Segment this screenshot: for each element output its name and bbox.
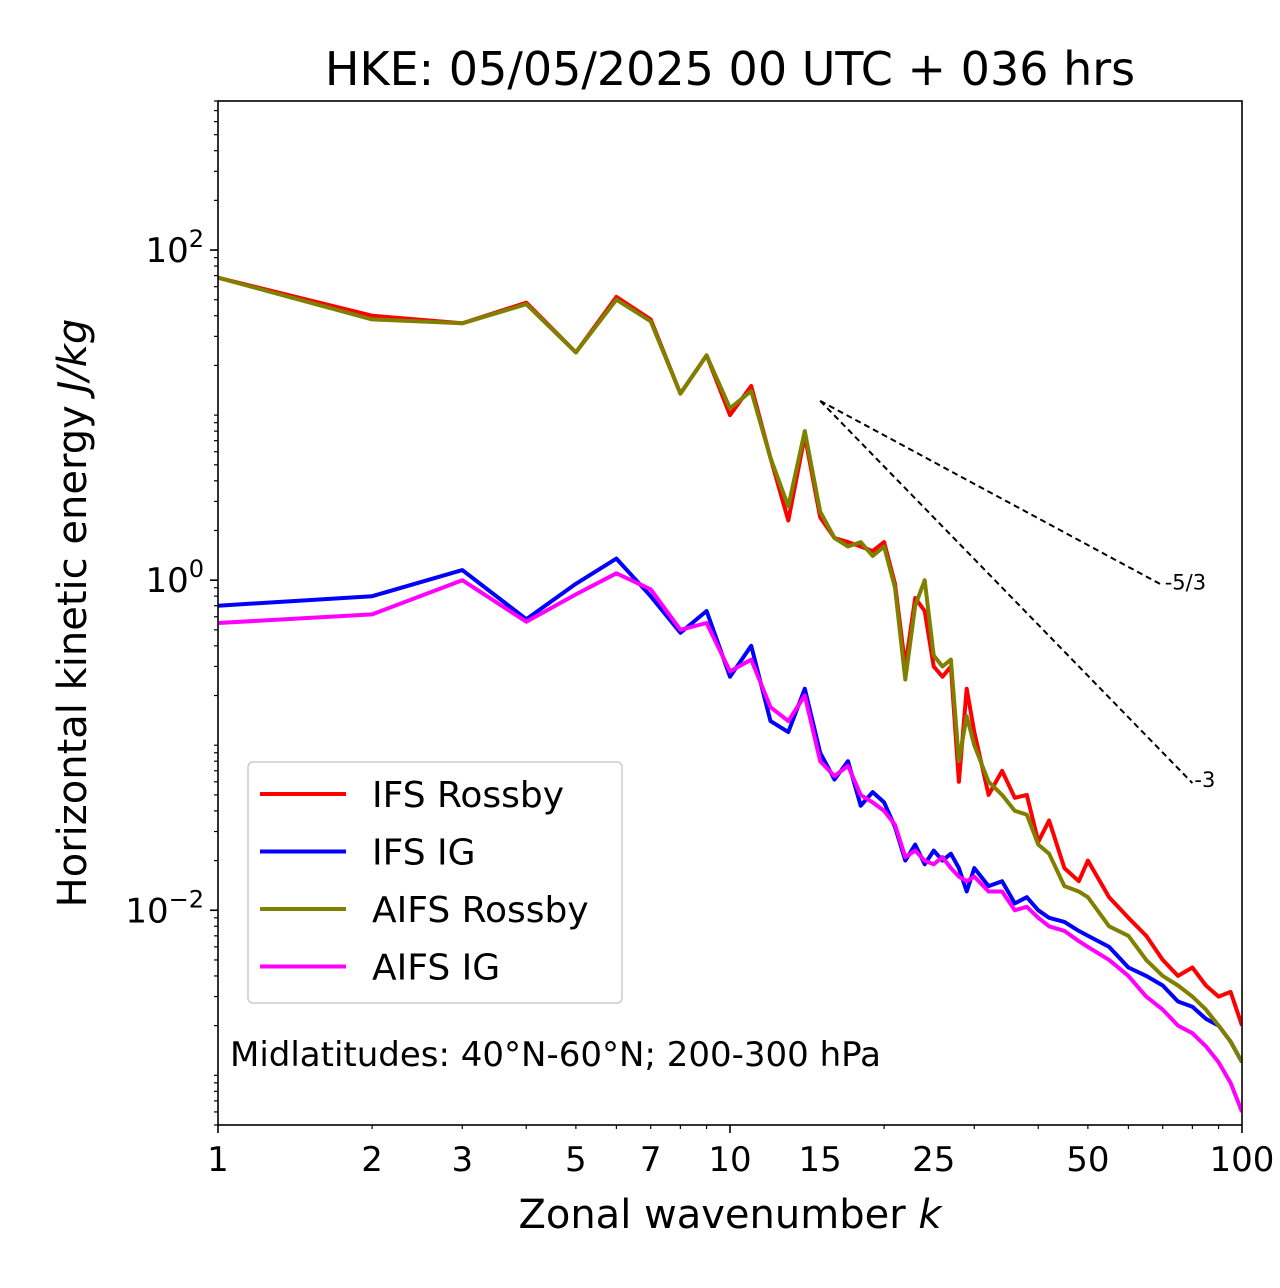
y-axis-label: Horizontal kinetic energy J/kg <box>50 319 96 908</box>
series-layer <box>218 275 1242 1113</box>
legend-items: IFS Rossby IFS IG AIFS Rossby AIFS IG <box>260 775 589 989</box>
x-tick-label-9: 100 <box>1210 1140 1275 1180</box>
y-tick-label-0: 102 <box>145 225 204 271</box>
y-axis-label-text: Horizontal kinetic energy <box>50 405 96 907</box>
legend-label-2: AIFS Rossby <box>372 890 589 931</box>
legend: IFS Rossby IFS IG AIFS Rossby AIFS IG <box>247 761 623 1004</box>
x-axis-label-variable: k <box>918 1192 943 1238</box>
legend-label-3: AIFS IG <box>372 948 500 989</box>
x-tick-label-4: 7 <box>640 1140 662 1180</box>
series-line-2 <box>218 275 1242 1064</box>
chart-title: HKE: 05/05/2025 00 UTC + 036 hrs <box>325 42 1135 96</box>
x-axis: 1 2 3 5 7 10 15 25 50 100 <box>207 1125 1274 1180</box>
legend-label-0: IFS Rossby <box>372 775 564 816</box>
x-tick-label-8: 50 <box>1066 1140 1109 1180</box>
reference-slopes: -5/3 -3 <box>819 399 1215 792</box>
x-axis-label: Zonal wavenumber k <box>518 1192 943 1238</box>
x-tick-label-3: 5 <box>565 1140 587 1180</box>
x-tick-label-2: 3 <box>451 1140 473 1180</box>
x-tick-label-5: 10 <box>708 1140 751 1180</box>
legend-box <box>247 761 623 1004</box>
y-tick-label-2: 10−2 <box>125 885 204 931</box>
x-tick-label-6: 15 <box>799 1140 842 1180</box>
x-tick-label-7: 25 <box>912 1140 955 1180</box>
slope-line-0 <box>819 399 1164 587</box>
x-tick-label-0: 1 <box>207 1140 229 1180</box>
y-axis: 102 100 10−2 <box>125 100 218 1126</box>
region-annotation: Midlatitudes: 40°N-60°N; 200-300 hPa <box>230 1035 881 1075</box>
series-line-1 <box>218 556 1242 1064</box>
slope-label-1: -3 <box>1194 768 1215 792</box>
x-axis-label-text: Zonal wavenumber <box>518 1192 906 1238</box>
y-axis-label-unit: J/kg <box>50 319 96 400</box>
y-tick-label-1: 100 <box>145 555 204 601</box>
x-tick-label-1: 2 <box>361 1140 383 1180</box>
slope-label-0: -5/3 <box>1165 570 1206 594</box>
legend-label-1: IFS IG <box>372 833 476 874</box>
slope-line-1 <box>819 400 1194 784</box>
series-line-3 <box>218 571 1242 1113</box>
